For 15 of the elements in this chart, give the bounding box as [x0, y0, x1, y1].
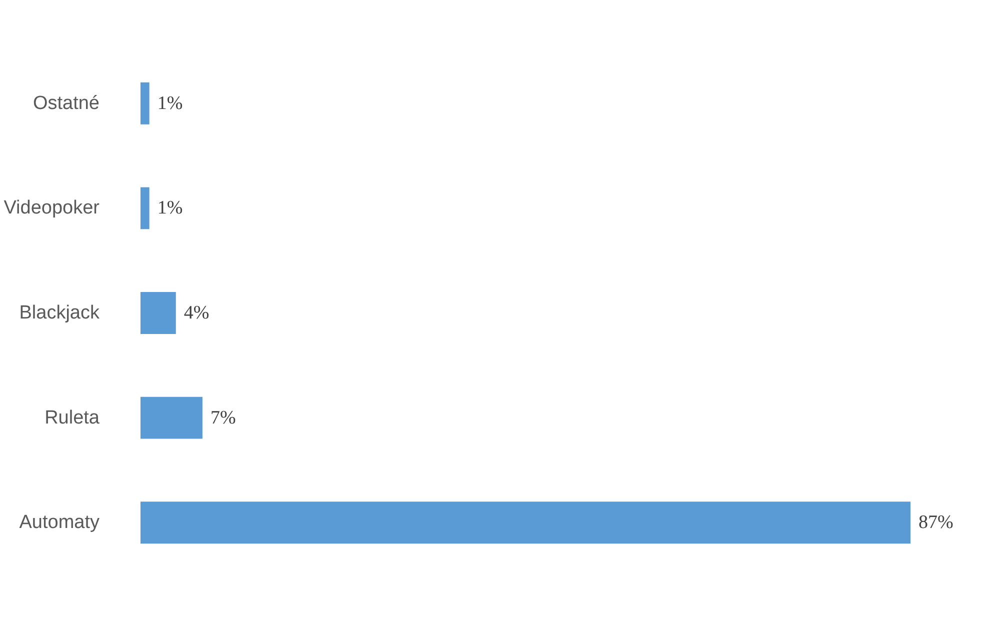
data-label: 1%	[157, 198, 183, 219]
data-label: 7%	[210, 407, 236, 428]
bar	[140, 292, 176, 334]
y-tick-label: Ostatné	[32, 92, 100, 114]
y-tick-label: Ruleta	[44, 407, 100, 428]
bar	[140, 82, 150, 124]
data-label: 1%	[157, 92, 183, 114]
data-label: 4%	[184, 302, 210, 324]
y-tick-label: Blackjack	[19, 302, 100, 324]
bar	[140, 187, 150, 230]
bar	[140, 396, 202, 439]
y-tick-label: Videopoker	[4, 198, 100, 219]
bar	[140, 502, 910, 544]
data-label: 87%	[918, 512, 954, 534]
y-tick-label: Automaty	[19, 512, 100, 534]
